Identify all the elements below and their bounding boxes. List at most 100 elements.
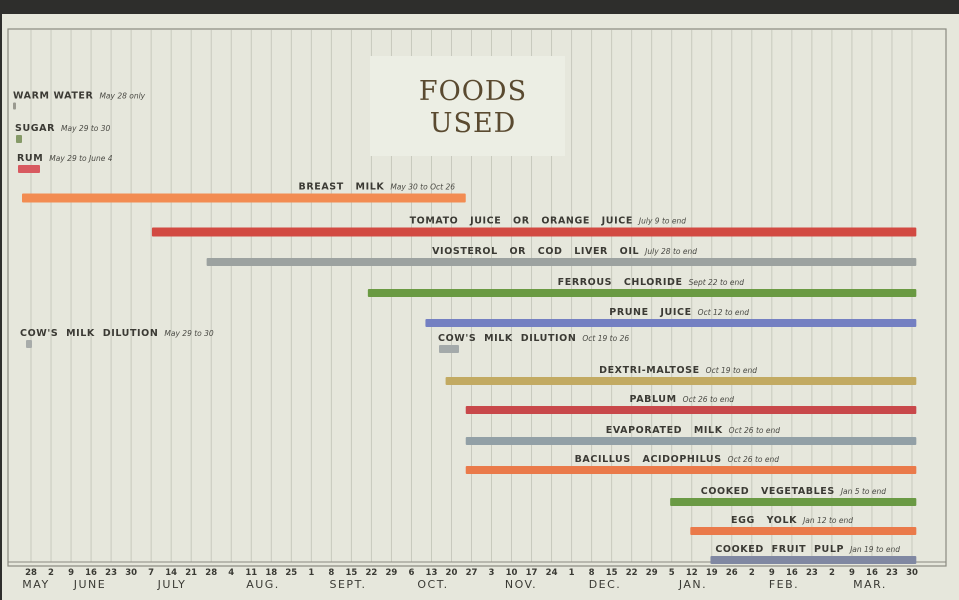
bar-label: WARM WATER xyxy=(13,91,94,102)
bar xyxy=(22,193,466,203)
bar xyxy=(18,165,40,173)
x-tick-label: 27 xyxy=(466,568,478,578)
bar-label: SUGAR xyxy=(15,123,55,134)
x-tick-label: 15 xyxy=(606,568,618,578)
x-tick-label: 8 xyxy=(328,568,334,578)
x-tick-label: 13 xyxy=(426,568,438,578)
bar xyxy=(16,135,22,143)
bar-row: EVAPORATED MILK Oct 26 to end xyxy=(465,425,917,445)
bar xyxy=(465,406,917,414)
x-tick-label: 5 xyxy=(669,568,675,578)
x-tick-label: 8 xyxy=(589,568,595,578)
bar-label: COW'S MILK DILUTION xyxy=(20,328,158,339)
bar-row: PABLUM Oct 26 to end xyxy=(465,394,917,414)
bar xyxy=(710,556,917,564)
bar-date-note: Oct 19 to 26 xyxy=(582,334,629,343)
bar-label-group: BACILLUS ACIDOPHILUS Oct 26 to end xyxy=(575,454,780,465)
x-tick-label: 12 xyxy=(686,568,698,578)
x-tick-label: 22 xyxy=(365,568,377,578)
bar-date-note: Oct 26 to end xyxy=(729,426,781,435)
bar xyxy=(465,466,917,474)
month-label: NOV. xyxy=(505,578,537,591)
x-tick-label: 7 xyxy=(148,568,154,578)
bar-label: COOKED FRUIT PULP xyxy=(715,544,844,555)
month-label: JULY xyxy=(157,578,187,591)
x-tick-label: 30 xyxy=(125,568,137,578)
month-label: JAN. xyxy=(678,578,707,591)
x-tick-label: 9 xyxy=(68,568,74,578)
x-tick-label: 23 xyxy=(886,568,898,578)
bar-label-group: BREAST MILK May 30 to Oct 26 xyxy=(299,182,456,193)
bar-label-group: DEXTRI-MALTOSE Oct 19 to end xyxy=(599,365,757,376)
x-tick-label: 22 xyxy=(626,568,638,578)
x-tick-label: 2 xyxy=(749,568,755,578)
bar-label-group: FERROUS CHLORIDE Sept 22 to end xyxy=(558,277,745,288)
bar-row: BACILLUS ACIDOPHILUS Oct 26 to end xyxy=(465,454,917,474)
x-tick-label: 28 xyxy=(25,568,37,578)
bar-label: VIOSTEROL OR COD LIVER OIL xyxy=(432,246,639,257)
x-tick-label: 20 xyxy=(446,568,458,578)
x-tick-label: 16 xyxy=(786,568,798,578)
x-tick-label: 15 xyxy=(345,568,357,578)
bar-label-group: TOMATO JUICE OR ORANGE JUICE July 9 to en… xyxy=(410,216,687,227)
bar xyxy=(445,377,917,385)
x-tick-label: 24 xyxy=(546,568,558,578)
bar-label-group: PRUNE JUICE Oct 12 to end xyxy=(609,307,749,318)
month-label: DEC. xyxy=(589,578,622,591)
bar-label-group: RUM May 29 to June 4 xyxy=(17,153,113,164)
x-tick-label: 16 xyxy=(866,568,878,578)
x-tick-label: 11 xyxy=(245,568,257,578)
x-tick-label: 18 xyxy=(265,568,277,578)
bar-label: BACILLUS ACIDOPHILUS xyxy=(575,454,722,465)
bar-label: DEXTRI-MALTOSE xyxy=(599,365,700,376)
x-tick-label: 16 xyxy=(85,568,97,578)
bar xyxy=(13,102,16,110)
x-tick-label: 14 xyxy=(165,568,177,578)
bar-label-group: EGG YOLK Jan 12 to end xyxy=(731,515,853,526)
x-tick-label: 29 xyxy=(646,568,658,578)
bar-date-note: Jan 12 to end xyxy=(801,516,853,525)
bar-date-note: July 9 to end xyxy=(637,217,686,226)
month-label: SEPT. xyxy=(330,578,367,591)
bar-row: RUM May 29 to June 4 xyxy=(17,153,113,173)
bar-date-note: May 29 to 30 xyxy=(164,329,214,338)
month-label: MAY xyxy=(22,578,49,591)
bar-row: COW'S MILK DILUTION May 29 to 30 xyxy=(20,328,214,348)
bar xyxy=(670,498,917,506)
x-tick-label: 21 xyxy=(185,568,197,578)
bar-label: PABLUM xyxy=(630,394,677,405)
x-tick-label: 26 xyxy=(726,568,738,578)
bar-label: EGG YOLK xyxy=(731,515,797,526)
month-label: MAR. xyxy=(853,578,887,591)
bar xyxy=(465,437,917,445)
x-tick-label: 30 xyxy=(906,568,918,578)
x-tick-label: 28 xyxy=(205,568,217,578)
x-tick-label: 2 xyxy=(829,568,835,578)
x-tick-label: 23 xyxy=(105,568,117,578)
bar-label: PRUNE JUICE xyxy=(609,307,691,318)
bar-label-group: PABLUM Oct 26 to end xyxy=(630,394,735,405)
bar xyxy=(367,289,917,297)
x-tick-label: 19 xyxy=(706,568,718,578)
bar xyxy=(439,345,459,353)
bar-date-note: May 29 to 30 xyxy=(61,124,111,133)
bar-row: BREAST MILK May 30 to Oct 26 xyxy=(22,182,466,203)
bar-row: SUGAR May 29 to 30 xyxy=(15,123,111,143)
bar-label: COOKED VEGETABLES xyxy=(701,486,835,497)
bar-row: DEXTRI-MALTOSE Oct 19 to end xyxy=(445,365,917,385)
bar-date-note: May 28 only xyxy=(99,92,145,101)
bar-date-note: Oct 26 to end xyxy=(683,395,735,404)
x-tick-label: 1 xyxy=(308,568,314,578)
x-tick-label: 3 xyxy=(489,568,495,578)
bar-label-group: WARM WATER May 28 only xyxy=(13,91,146,102)
bar-label: TOMATO JUICE OR ORANGE JUICE xyxy=(410,216,633,227)
bar-label: EVAPORATED MILK xyxy=(606,425,723,436)
bar-row: COW'S MILK DILUTION Oct 19 to 26 xyxy=(438,333,629,353)
chart-border xyxy=(7,28,947,567)
month-label: JUNE xyxy=(73,578,106,591)
bar xyxy=(425,319,917,327)
x-tick-label: 10 xyxy=(506,568,518,578)
x-tick-label: 9 xyxy=(769,568,775,578)
